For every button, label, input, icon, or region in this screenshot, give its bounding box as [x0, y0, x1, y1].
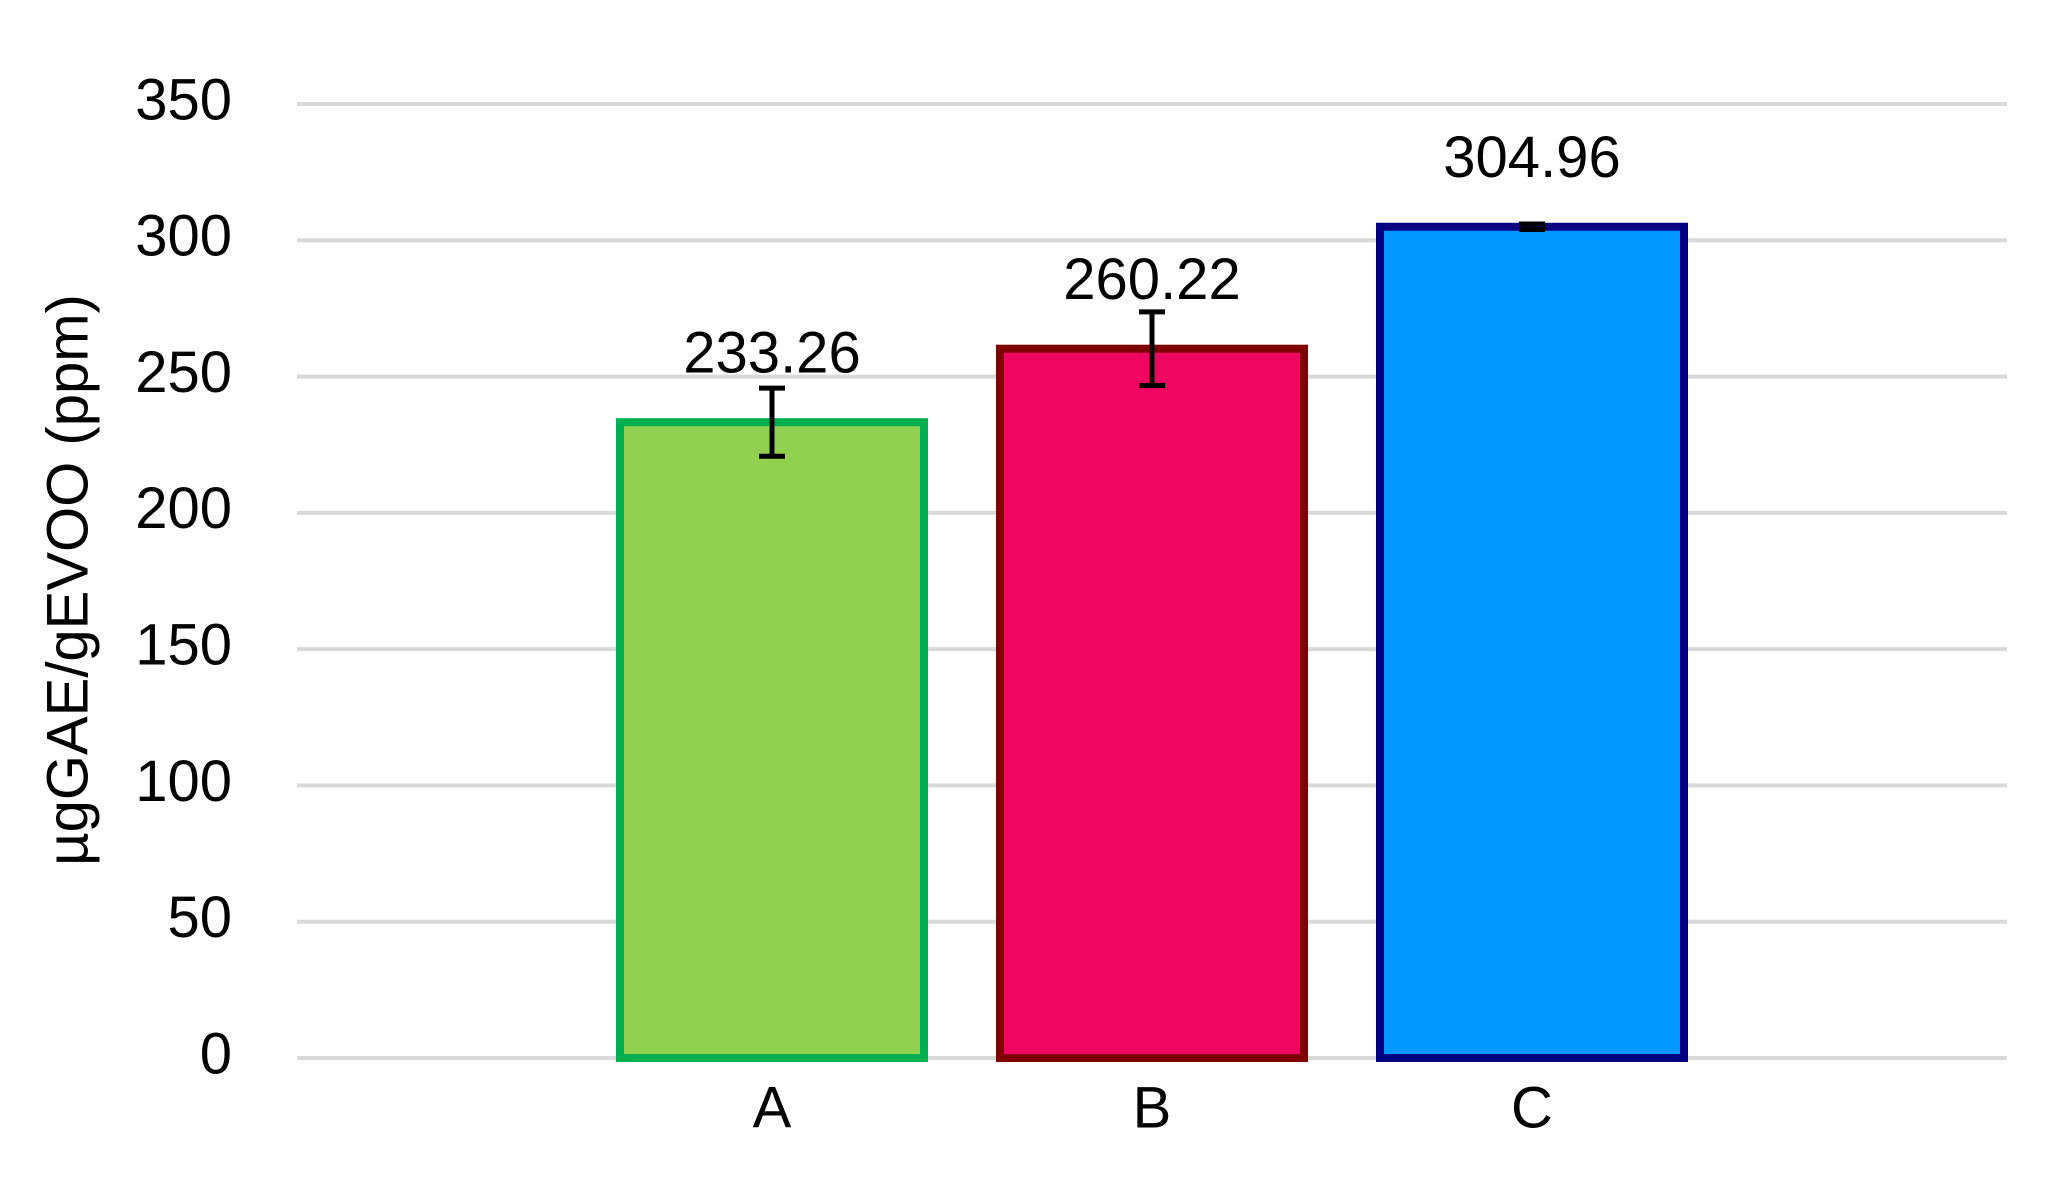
- y-tick-label: 300: [135, 204, 232, 269]
- y-tick-label: 250: [135, 340, 232, 405]
- y-axis-label: µgGAE/gEVOO (ppm): [35, 294, 100, 866]
- y-tick-label: 150: [135, 612, 232, 677]
- value-label: 304.96: [1443, 125, 1620, 190]
- bar: [1376, 222, 1688, 1062]
- x-tick-label: A: [753, 1075, 792, 1140]
- y-tick-label: 50: [167, 885, 232, 950]
- y-tick-label: 350: [135, 67, 232, 132]
- bar: [616, 418, 928, 1062]
- y-tick-label: 200: [135, 476, 232, 541]
- value-label: 233.26: [683, 321, 860, 386]
- x-tick-label: C: [1511, 1075, 1553, 1140]
- error-bar: [759, 385, 785, 459]
- error-bar: [1519, 221, 1545, 232]
- y-tick-label: 0: [200, 1021, 232, 1086]
- error-bar: [1139, 309, 1165, 389]
- y-tick-label: 100: [135, 749, 232, 814]
- x-tick-label: B: [1133, 1075, 1172, 1140]
- bar: [996, 344, 1308, 1063]
- value-label: 260.22: [1063, 247, 1240, 312]
